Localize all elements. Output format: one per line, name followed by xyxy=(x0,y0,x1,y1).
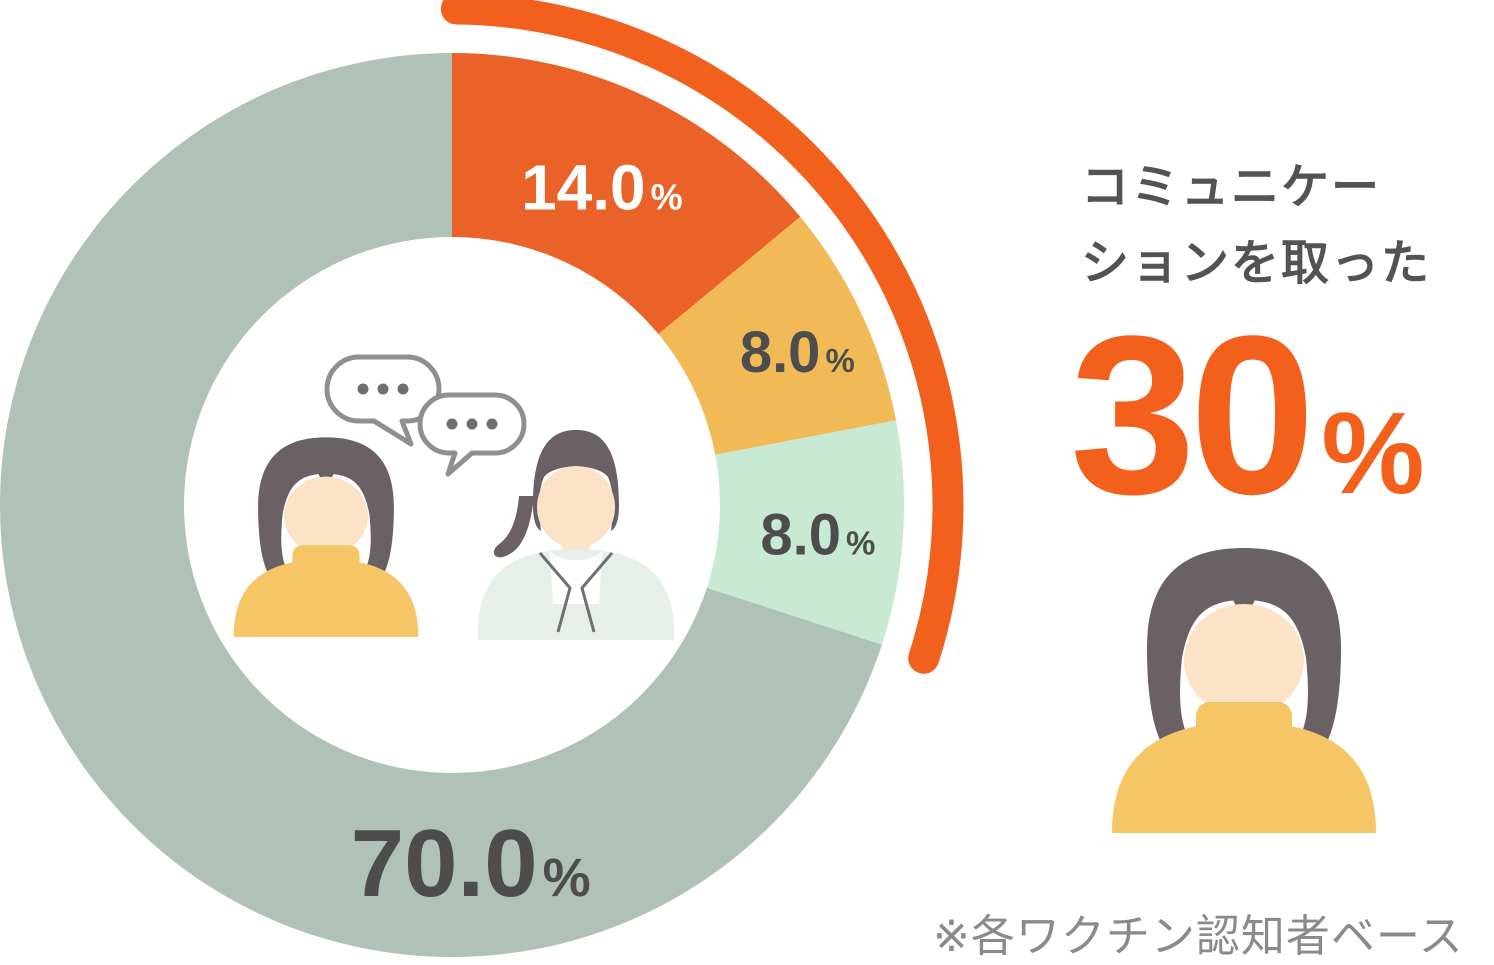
donut-segment-3 xyxy=(0,53,882,957)
speech-bubbles-icon xyxy=(324,354,527,477)
dot xyxy=(377,383,389,395)
speech-bubble-left xyxy=(324,354,442,447)
pharmacist-hair xyxy=(533,430,619,531)
speech-bubble-right xyxy=(417,392,527,477)
dot xyxy=(357,383,369,395)
slice-label-0: 14.0% xyxy=(521,152,683,224)
highlight-value-unit: % xyxy=(1321,388,1425,518)
pharmacist-face xyxy=(537,466,615,548)
slice-label-3: 70.0% xyxy=(351,810,591,917)
dot xyxy=(486,418,498,430)
pharmacist-lapel-left xyxy=(538,552,572,633)
donut-slice-labels: 14.0 % 8.0 % 8.0 % 70.0% xyxy=(351,152,876,918)
donut-segment-0 xyxy=(452,53,801,335)
dot xyxy=(466,418,478,430)
footnote: ※各ワクチン認知者ベース xyxy=(933,912,1464,961)
highlight-value-number: 30 xyxy=(1070,288,1315,541)
highlight-value: 30 % xyxy=(1070,302,1425,528)
woman-shirt-hem xyxy=(1113,833,1375,854)
donut-segment-1 xyxy=(658,216,896,455)
woman-icon xyxy=(1112,548,1376,854)
slice-label-1: 8.0% xyxy=(740,320,855,385)
pharmacist-lapel-right xyxy=(580,552,614,633)
pharmacist-ponytail xyxy=(493,496,534,558)
caption: コミュニケー ションを取った xyxy=(1081,150,1431,302)
caption-line1: コミュニケー xyxy=(1081,161,1382,214)
slice-label-2: 8.0% xyxy=(760,503,875,568)
caption-line2: ションを取った xyxy=(1081,237,1432,290)
pharmacist-icon xyxy=(478,430,674,640)
donut-slices xyxy=(0,53,905,957)
donut-segment-2 xyxy=(706,420,905,645)
patient-woman-icon xyxy=(233,437,419,637)
highlight-arc-icon xyxy=(440,0,964,674)
pharmacist-shirt xyxy=(550,551,602,604)
dot xyxy=(446,418,458,430)
dot xyxy=(397,383,409,395)
